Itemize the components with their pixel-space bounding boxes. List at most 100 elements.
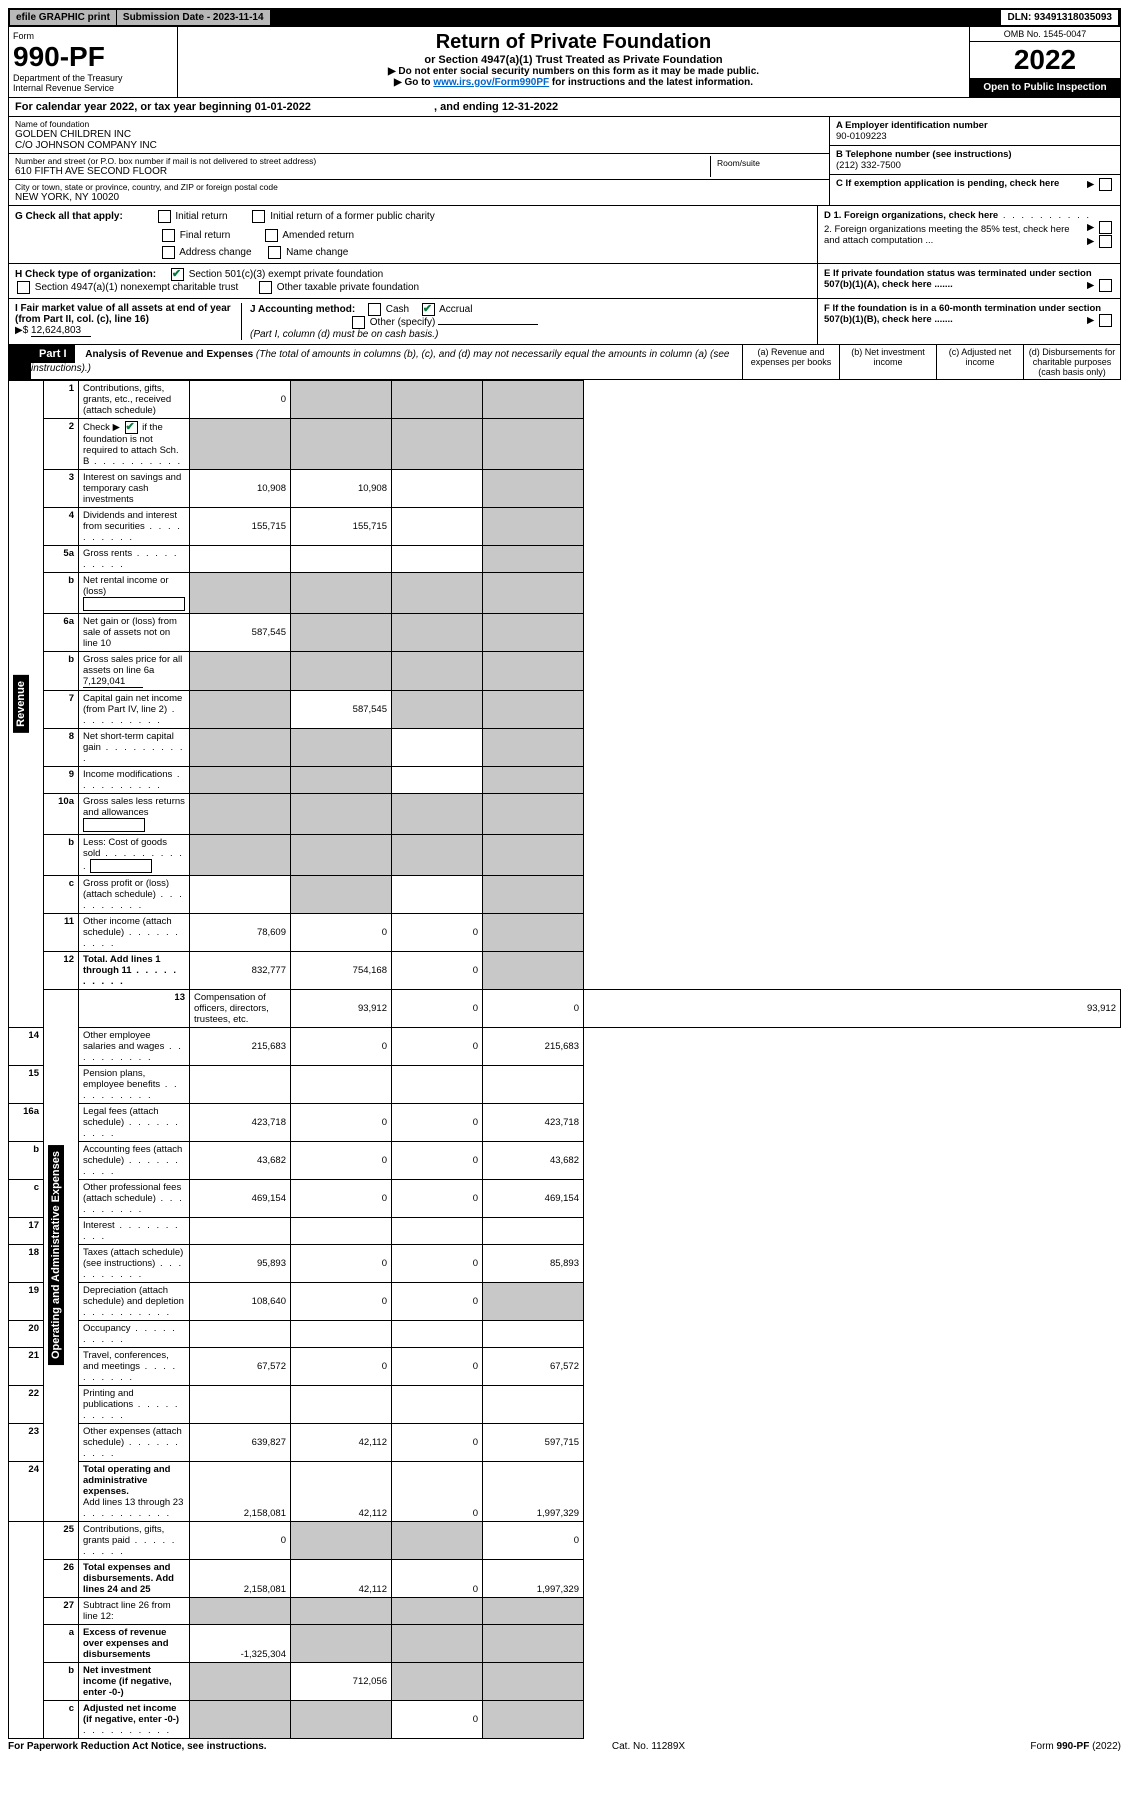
table-row: bGross sales price for all assets on lin… xyxy=(9,652,1121,691)
cb-other-acct[interactable] xyxy=(352,316,365,329)
dept-irs: Internal Revenue Service xyxy=(13,83,173,93)
phone-label: B Telephone number (see instructions) xyxy=(836,149,1114,160)
fmv-value: 12,624,803 xyxy=(31,325,91,337)
g-opt3: Final return xyxy=(180,230,231,241)
table-row: 18Taxes (attach schedule) (see instructi… xyxy=(9,1245,1121,1283)
cb-accrual[interactable] xyxy=(422,303,435,316)
street-address: 610 FIFTH AVE SECOND FLOOR xyxy=(15,166,710,177)
cb-4947[interactable] xyxy=(17,281,30,294)
note-link: ▶ Go to www.irs.gov/Form990PF for instru… xyxy=(188,77,959,88)
note-pre: ▶ Go to xyxy=(394,77,433,88)
table-row: 26Total expenses and disbursements. Add … xyxy=(9,1560,1121,1598)
r2-pre: Check ▶ xyxy=(83,422,123,433)
table-row: bNet investment income (if negative, ent… xyxy=(9,1663,1121,1701)
checkbox-c[interactable] xyxy=(1099,178,1112,191)
cb-f[interactable] xyxy=(1099,314,1112,327)
part1-header-row: Part I Analysis of Revenue and Expenses … xyxy=(8,345,1121,380)
cb-name[interactable] xyxy=(268,246,281,259)
r24d: Total operating and administrative expen… xyxy=(83,1464,170,1497)
form-header: Form 990-PF Department of the Treasury I… xyxy=(8,27,1121,98)
table-row: 4Dividends and interest from securities1… xyxy=(9,508,1121,546)
city-state-zip: NEW YORK, NY 10020 xyxy=(15,192,823,203)
table-row: 5aGross rents xyxy=(9,546,1121,573)
inline-box xyxy=(90,859,152,873)
tax-year: 2022 xyxy=(970,42,1120,78)
table-row: 16aLegal fees (attach schedule)423,71800… xyxy=(9,1104,1121,1142)
cell-shade xyxy=(392,381,483,419)
h-opt3: Other taxable private foundation xyxy=(277,282,419,293)
r5bd: Net rental income or (loss) xyxy=(83,575,169,597)
r9d: Income modifications xyxy=(83,769,172,780)
col-c-header: (c) Adjusted net income xyxy=(937,345,1024,379)
table-row: bLess: Cost of goods sold xyxy=(9,835,1121,876)
cb-amended[interactable] xyxy=(265,229,278,242)
foundation-name1: GOLDEN CHILDREN INC xyxy=(15,129,823,140)
table-row: 17Interest xyxy=(9,1218,1121,1245)
j-accrual: Accrual xyxy=(439,304,472,315)
table-row: cGross profit or (loss) (attach schedule… xyxy=(9,876,1121,914)
note-ssn: ▶ Do not enter social security numbers o… xyxy=(188,66,959,77)
top-bar: efile GRAPHIC print Submission Date - 20… xyxy=(8,8,1121,27)
section-g-row: G Check all that apply: Initial return I… xyxy=(8,206,1121,264)
table-row: 25Contributions, gifts, grants paid00 xyxy=(9,1522,1121,1560)
table-row: 2Check ▶ if the foundation is not requir… xyxy=(9,419,1121,470)
r10ad: Gross sales less returns and allowances xyxy=(83,796,185,818)
table-row: 9Income modifications xyxy=(9,767,1121,794)
page-footer: For Paperwork Reduction Act Notice, see … xyxy=(8,1739,1121,1752)
footer-left: For Paperwork Reduction Act Notice, see … xyxy=(8,1741,267,1752)
table-row: 24Total operating and administrative exp… xyxy=(9,1462,1121,1522)
g-opt6: Name change xyxy=(286,247,348,258)
i-label: I Fair market value of all assets at end… xyxy=(15,303,231,325)
table-row: aExcess of revenue over expenses and dis… xyxy=(9,1625,1121,1663)
cy-begin: 01-01-2022 xyxy=(255,101,311,113)
cell-shade xyxy=(483,381,584,419)
cb-e[interactable] xyxy=(1099,279,1112,292)
room-label: Room/suite xyxy=(717,158,817,168)
table-row: 11Other income (attach schedule)78,60900 xyxy=(9,914,1121,952)
line-desc: Contributions, gifts, grants, etc., rece… xyxy=(79,381,190,419)
form-subtitle: or Section 4947(a)(1) Trust Treated as P… xyxy=(188,54,959,66)
j-cash: Cash xyxy=(386,304,409,315)
cb-cash[interactable] xyxy=(368,303,381,316)
table-row: bNet rental income or (loss) xyxy=(9,573,1121,614)
submission-date: Submission Date - 2023-11-14 xyxy=(117,10,272,25)
table-row: Operating and Administrative Expenses 13… xyxy=(9,990,1121,1028)
foundation-name2: C/O JOHNSON COMPANY INC xyxy=(15,140,823,151)
inline-box xyxy=(83,818,145,832)
addr-label: Number and street (or P.O. box number if… xyxy=(15,156,710,166)
r24d2: Add lines 13 through 23 xyxy=(83,1497,183,1508)
part1-table: Revenue 1 Contributions, gifts, grants, … xyxy=(8,380,1121,1739)
j-label: J Accounting method: xyxy=(250,304,355,315)
cb-schb[interactable] xyxy=(125,421,138,434)
cb-501c3[interactable] xyxy=(171,268,184,281)
h-label: H Check type of organization: xyxy=(15,269,156,280)
phone-value: (212) 332-7500 xyxy=(836,160,1114,171)
g-opt4: Amended return xyxy=(282,230,354,241)
cb-d1[interactable] xyxy=(1099,221,1112,234)
exemption-label: C If exemption application is pending, c… xyxy=(836,178,1059,189)
r22d: Printing and publications xyxy=(83,1388,134,1410)
dln: DLN: 93491318035093 xyxy=(1001,10,1119,25)
cb-d2[interactable] xyxy=(1099,235,1112,248)
j-other: Other (specify) xyxy=(370,317,436,328)
irs-link[interactable]: www.irs.gov/Form990PF xyxy=(433,77,549,88)
table-row: 8Net short-term capital gain xyxy=(9,729,1121,767)
cb-other-tax[interactable] xyxy=(259,281,272,294)
cb-address[interactable] xyxy=(162,246,175,259)
j-note: (Part I, column (d) must be on cash basi… xyxy=(250,329,438,340)
table-row: 21Travel, conferences, and meetings67,57… xyxy=(9,1348,1121,1386)
cb-initial-former[interactable] xyxy=(252,210,265,223)
cb-final[interactable] xyxy=(162,229,175,242)
note-post: for instructions and the latest informat… xyxy=(549,77,753,88)
ein-value: 90-0109223 xyxy=(836,131,1114,142)
cb-initial[interactable] xyxy=(158,210,171,223)
r27bd: Net investment income (if negative, ente… xyxy=(83,1665,172,1698)
omb-number: OMB No. 1545-0047 xyxy=(970,27,1120,42)
g-opt1: Initial return xyxy=(175,211,227,222)
table-row: 6aNet gain or (loss) from sale of assets… xyxy=(9,614,1121,652)
d1-label: D 1. Foreign organizations, check here xyxy=(824,210,998,221)
r5ad: Gross rents xyxy=(83,548,132,559)
footer-right: Form 990-PF (2022) xyxy=(1030,1741,1121,1752)
section-h-row: H Check type of organization: Section 50… xyxy=(8,264,1121,299)
table-row: Revenue 1 Contributions, gifts, grants, … xyxy=(9,381,1121,419)
